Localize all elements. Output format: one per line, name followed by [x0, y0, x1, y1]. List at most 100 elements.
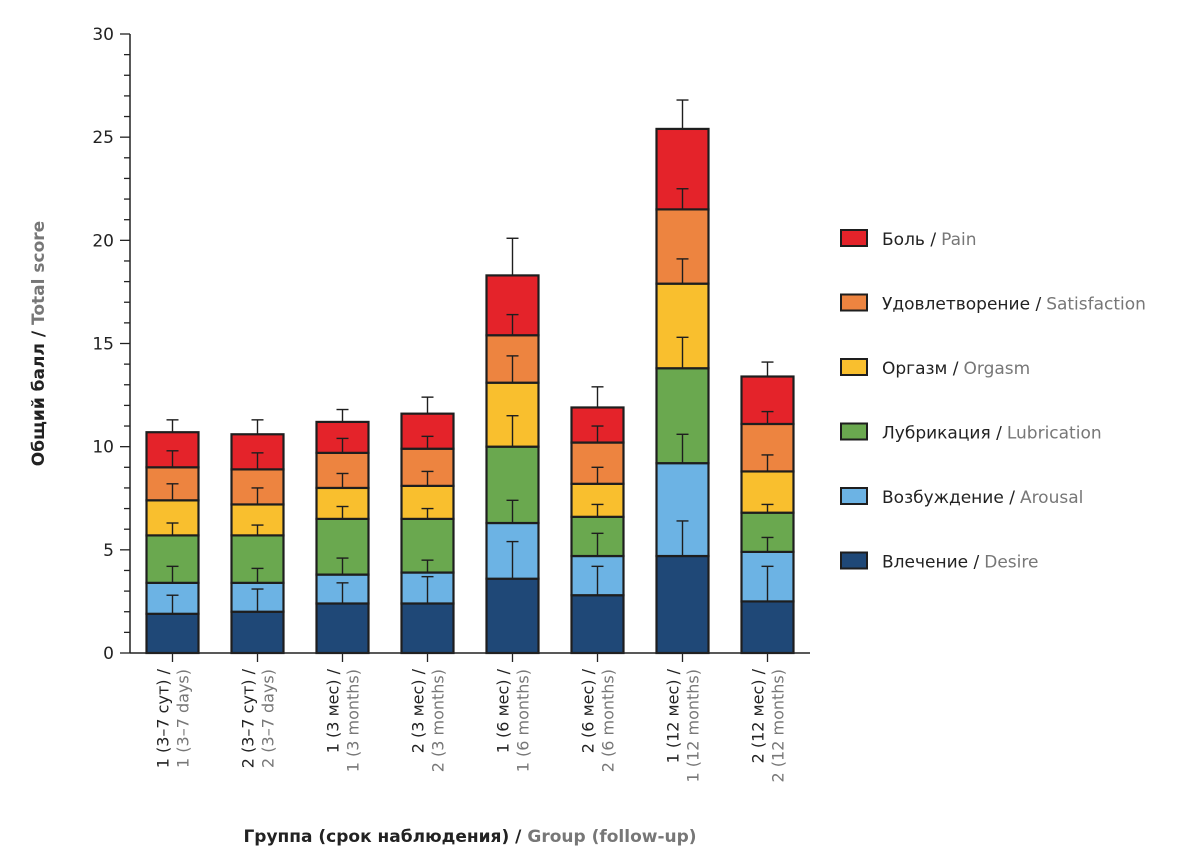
error-bar: [421, 435, 434, 449]
legend-label: Оргазм / Orgasm: [882, 359, 1030, 379]
x-axis-title-en: Group (follow-up): [527, 827, 696, 847]
error-bar: [506, 313, 519, 336]
legend: Боль / Pain Удовлетворение / Satisfaction Ор…: [840, 229, 1146, 573]
y-tick-label: 30: [92, 25, 114, 45]
error-bar: [506, 237, 519, 276]
error-bar: [166, 594, 179, 614]
error-bar: [336, 582, 349, 604]
legend-item: Удовлетворение / Satisfaction: [840, 293, 1146, 315]
legend-label-ru: Влечение /: [882, 553, 980, 573]
error-bar: [761, 410, 774, 424]
error-bar: [166, 522, 179, 536]
error-bar: [421, 396, 434, 414]
legend-swatch: [840, 551, 868, 570]
x-category-label: 1 (3 мес) /1 (3 months): [324, 668, 363, 772]
bar-segment: [145, 612, 200, 655]
x-category-label-ru: 1 (12 мес) /: [664, 668, 683, 763]
legend-swatch: [840, 422, 868, 441]
x-axis-title-ru: Группа (срок наблюдения) /: [243, 827, 522, 847]
error-bar: [166, 450, 179, 468]
x-category-label-ru: 2 (6 мес) /: [579, 668, 598, 753]
legend-label-en: Desire: [984, 553, 1038, 573]
error-bar: [591, 386, 604, 408]
error-bar: [676, 258, 689, 284]
legend-label-ru: Боль /: [882, 230, 936, 250]
x-category-label-ru: 1 (6 мес) /: [494, 668, 513, 753]
error-bar: [336, 557, 349, 575]
error-bar: [506, 499, 519, 524]
error-bar: [676, 520, 689, 557]
legend-label-en: Orgasm: [964, 359, 1031, 379]
legend-swatch: [840, 358, 868, 376]
error-bar: [251, 588, 264, 612]
x-category-label: 1 (3–7 сут) /1 (3–7 days): [154, 668, 193, 768]
y-tick-label: 15: [92, 335, 114, 355]
error-bar: [761, 565, 774, 602]
error-bar: [591, 425, 604, 443]
error-bar: [761, 536, 774, 552]
legend-label-en: Arousal: [1020, 488, 1083, 508]
error-bar: [761, 361, 774, 377]
x-category-label-ru: 1 (3 мес) /: [324, 668, 343, 753]
legend-item: Боль / Pain: [840, 229, 977, 250]
error-bars-layer: [166, 99, 774, 614]
error-bar: [676, 336, 689, 369]
y-axis-title-en: Total score: [29, 221, 49, 325]
x-category-label-en: 1 (6 months): [514, 669, 533, 772]
error-bar: [421, 470, 434, 486]
error-bar: [591, 532, 604, 557]
bar-segment: [570, 594, 625, 655]
legend-swatch: [840, 293, 868, 312]
x-axis-title: Группа (срок наблюдения) / Group (follow-…: [243, 827, 696, 847]
x-category-label-en: 1 (3–7 days): [174, 669, 193, 768]
legend-label-en: Pain: [941, 230, 976, 250]
bar-segment: [315, 602, 370, 655]
bars-layer: [145, 127, 795, 655]
legend-item: Оргазм / Orgasm: [840, 358, 1030, 379]
legend-label: Удовлетворение / Satisfaction: [882, 295, 1146, 315]
error-bar: [421, 507, 434, 519]
x-category-label-en: 1 (3 months): [344, 669, 363, 772]
bar-segment: [400, 602, 455, 655]
error-bar: [166, 419, 179, 433]
x-category-label: 1 (6 мес) /1 (6 months): [494, 668, 533, 772]
legend-label: Боль / Pain: [882, 230, 977, 250]
error-bar: [336, 408, 349, 422]
error-bar: [166, 483, 179, 501]
x-category-label: 2 (3–7 сут) /2 (3–7 days): [239, 668, 278, 768]
bar-segment: [740, 600, 795, 655]
y-axis-title: Общий балл / Total score: [29, 221, 49, 466]
bar-segment: [485, 577, 540, 655]
legend-item: Возбуждение / Arousal: [840, 487, 1083, 508]
x-category-label-en: 2 (12 months): [769, 669, 788, 782]
error-bar: [591, 503, 604, 517]
error-bar: [421, 559, 434, 573]
error-bar: [676, 433, 689, 464]
x-category-label: 1 (12 мес) /1 (12 months): [664, 668, 703, 782]
legend-label: Лубрикация / Lubrication: [882, 424, 1102, 444]
legend-label-en: Lubrication: [1007, 424, 1102, 444]
legend-swatch: [840, 229, 868, 247]
error-bar: [591, 565, 604, 596]
error-bar: [336, 505, 349, 519]
error-bar: [506, 415, 519, 447]
error-bar: [676, 99, 689, 129]
error-bar: [761, 503, 774, 513]
bar-segment: [655, 554, 710, 655]
x-category-label-ru: 2 (3–7 сут) /: [239, 668, 258, 768]
labels-layer: 0 5 10 15 20 25 30 1 (3–7 сут) /1 (3–7 days) 2 (…: [29, 25, 788, 847]
legend-label-ru: Оргазм /: [882, 359, 959, 379]
error-bar: [336, 437, 349, 453]
x-category-label: 2 (3 мес) /2 (3 months): [409, 668, 448, 772]
x-category-label-en: 2 (3–7 days): [259, 669, 278, 768]
error-bar: [166, 565, 179, 583]
y-tick-label: 5: [103, 541, 114, 561]
legend-label: Влечение / Desire: [882, 553, 1038, 573]
x-category-label-en: 1 (12 months): [684, 669, 703, 782]
axes-layer: [120, 33, 810, 662]
x-category-label-ru: 2 (12 мес) /: [749, 668, 768, 763]
x-category-label-ru: 2 (3 мес) /: [409, 668, 428, 753]
y-tick-label: 25: [92, 128, 114, 148]
legend-label-ru: Лубрикация /: [882, 424, 1002, 444]
